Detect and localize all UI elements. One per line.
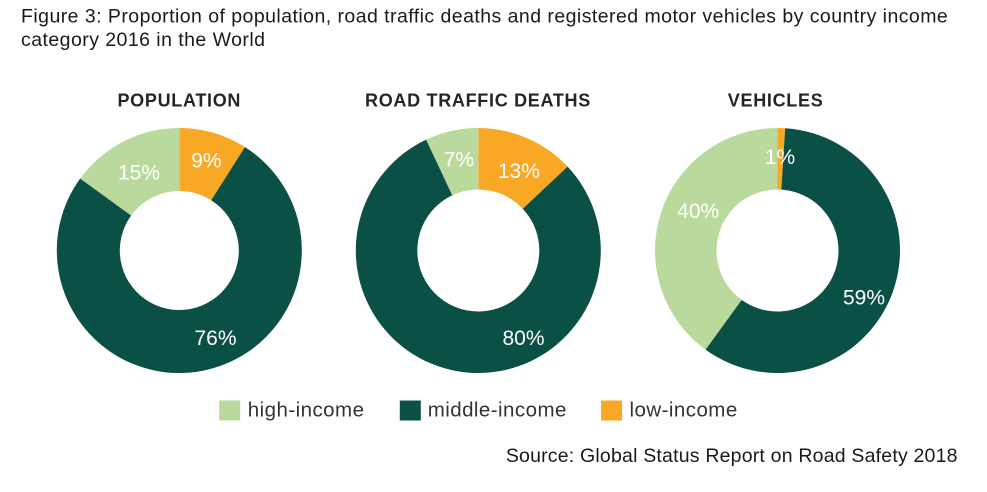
- svg-text:40%: 40%: [677, 200, 719, 223]
- svg-text:9%: 9%: [191, 149, 221, 172]
- svg-text:VEHICLES: VEHICLES: [728, 90, 824, 110]
- svg-text:Figure 3: Proportion of popula: Figure 3: Proportion of population, road…: [21, 5, 948, 27]
- svg-text:13%: 13%: [498, 160, 540, 183]
- svg-text:80%: 80%: [502, 327, 544, 350]
- svg-text:POPULATION: POPULATION: [117, 90, 241, 110]
- svg-text:1%: 1%: [765, 146, 795, 169]
- svg-text:middle-income: middle-income: [428, 398, 567, 421]
- svg-text:59%: 59%: [843, 286, 885, 309]
- svg-text:high-income: high-income: [248, 398, 365, 421]
- svg-text:low-income: low-income: [630, 398, 738, 421]
- svg-text:ROAD TRAFFIC DEATHS: ROAD TRAFFIC DEATHS: [365, 90, 591, 110]
- svg-text:7%: 7%: [444, 149, 474, 172]
- svg-text:76%: 76%: [194, 327, 236, 350]
- svg-text:Source: Global Status Report o: Source: Global Status Report on Road Saf…: [506, 445, 958, 467]
- svg-text:15%: 15%: [118, 162, 160, 185]
- svg-text:category 2016 in the World: category 2016 in the World: [21, 29, 265, 51]
